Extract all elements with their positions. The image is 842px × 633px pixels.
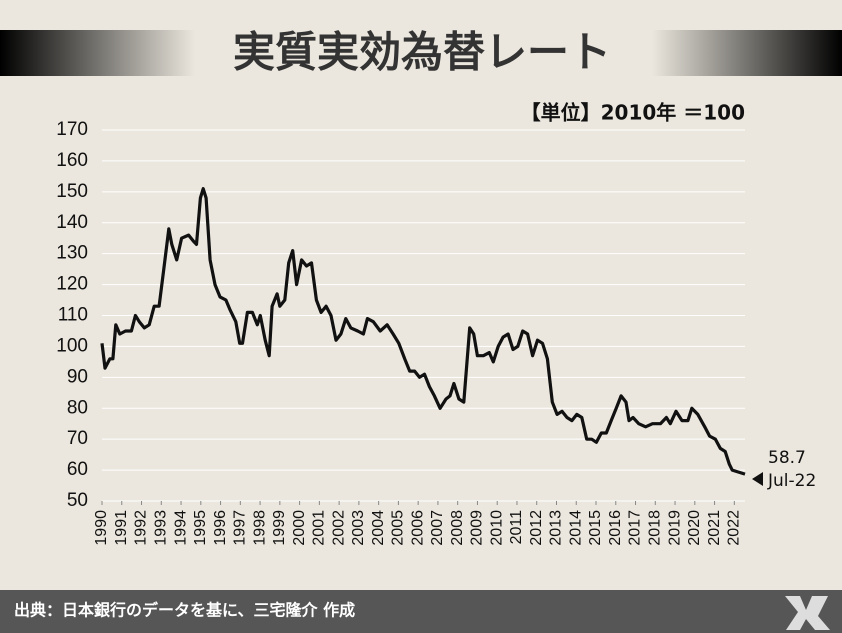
x-tick-label: 1999: [271, 510, 288, 546]
x-tick-label: 2007: [429, 510, 446, 546]
x-tick-label: 2017: [627, 510, 644, 546]
y-tick-label: 130: [56, 243, 88, 264]
footer: [0, 590, 842, 633]
y-tick-label: 110: [58, 305, 88, 326]
source-note: 出典：日本銀行のデータを基に、三宅隆介 作成: [14, 601, 355, 620]
x-tick-label: 2016: [607, 510, 624, 546]
annotation-value: 58.7: [768, 448, 806, 468]
logo: [785, 596, 830, 630]
x-tick-label: 1998: [251, 510, 268, 546]
x-tick-label: 1995: [192, 510, 209, 546]
x-tick-label: 2011: [508, 510, 525, 545]
x-tick-label: 2005: [390, 510, 407, 546]
y-tick-label: 90: [67, 366, 88, 387]
x-tick-label: 2010: [488, 510, 505, 546]
x-tick-label: 2001: [311, 510, 328, 546]
x-tick-label: 2000: [291, 510, 308, 546]
x-tick-label: 1997: [232, 510, 249, 546]
x-tick-label: 1996: [212, 510, 229, 546]
title-band-right: [652, 30, 842, 76]
data-line: [100, 187, 746, 476]
x-tick-label: 2002: [330, 510, 347, 546]
x-tick-label: 2014: [567, 510, 584, 546]
y-tick-label: 120: [56, 274, 88, 295]
y-tick-label: 150: [56, 181, 88, 202]
x-tick-label: 2019: [666, 510, 683, 546]
x-tick-label: 1993: [152, 510, 169, 546]
y-tick-label: 60: [67, 459, 88, 480]
x-tick-label: 2008: [449, 510, 466, 546]
y-tick-label: 80: [67, 397, 88, 418]
y-tick-label: 100: [56, 335, 88, 356]
y-tick-label: 170: [56, 119, 88, 140]
x-tick-label: 2003: [350, 510, 367, 546]
x-tick-label: 2006: [409, 510, 426, 546]
annotation-date: Jul-22: [767, 471, 816, 491]
x-tick-label: 2021: [706, 510, 723, 546]
x-tick-label: 2009: [469, 510, 486, 546]
x-tick-label: 1992: [133, 510, 150, 546]
y-tick-label: 50: [67, 490, 88, 511]
x-tick-label: 2020: [686, 510, 703, 546]
x-tick-label: 2004: [370, 510, 387, 546]
x-tick-label: 2015: [587, 510, 604, 546]
chart-title: 実質実効為替レート: [233, 28, 611, 77]
x-tick-label: 2018: [647, 510, 664, 546]
x-tick-label: 2022: [726, 510, 743, 546]
x-tick-label: 1994: [172, 510, 189, 546]
x-tick-label: 1991: [113, 510, 130, 546]
title-band-left: [0, 30, 195, 76]
unit-label: 【単位】2010年 ＝100: [521, 101, 745, 125]
y-tick-label: 140: [56, 212, 88, 233]
x-tick-label: 2013: [548, 510, 565, 546]
y-tick-label: 70: [67, 428, 88, 449]
y-tick-label: 160: [56, 150, 88, 171]
x-tick-label: 2012: [528, 510, 545, 546]
annotation-pointer: [752, 472, 763, 486]
x-tick-label: 1990: [93, 510, 110, 546]
